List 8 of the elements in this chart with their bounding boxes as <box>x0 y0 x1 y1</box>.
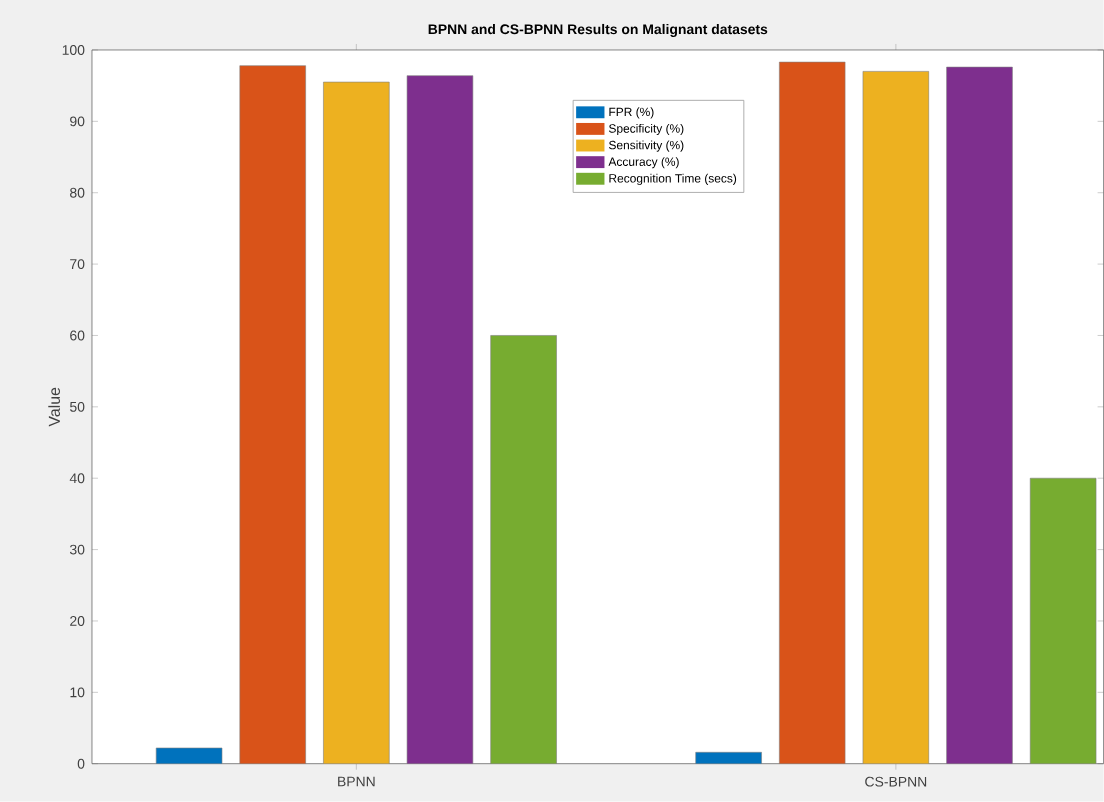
bar <box>862 71 930 764</box>
bar <box>239 65 306 764</box>
bar <box>946 66 1013 764</box>
bar <box>1029 478 1097 764</box>
bar <box>779 61 846 764</box>
bar <box>490 335 557 764</box>
bar <box>406 75 474 764</box>
bar <box>323 81 390 764</box>
